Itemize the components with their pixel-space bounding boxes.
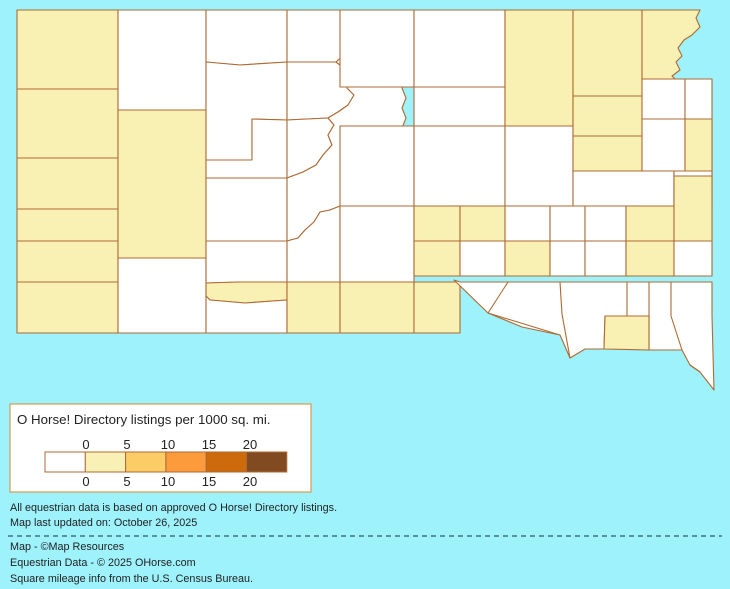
svg-text:10: 10 bbox=[161, 474, 175, 489]
svg-text:15: 15 bbox=[202, 474, 216, 489]
svg-text:Map last updated on: October 2: Map last updated on: October 26, 2025 bbox=[10, 517, 197, 529]
svg-text:20: 20 bbox=[243, 437, 257, 452]
svg-text:0: 0 bbox=[82, 474, 89, 489]
svg-text:Square mileage info from the U: Square mileage info from the U.S. Census… bbox=[10, 573, 253, 585]
svg-text:15: 15 bbox=[202, 437, 216, 452]
svg-text:10: 10 bbox=[161, 437, 175, 452]
svg-text:0: 0 bbox=[82, 437, 89, 452]
svg-text:Map - ©Map Resources: Map - ©Map Resources bbox=[10, 541, 125, 553]
svg-text:Equestrian Data - © 2025 OHors: Equestrian Data - © 2025 OHorse.com bbox=[10, 557, 196, 569]
svg-text:5: 5 bbox=[123, 437, 130, 452]
svg-text:20: 20 bbox=[243, 474, 257, 489]
svg-text:5: 5 bbox=[123, 474, 130, 489]
svg-text:O Horse! Directory listings pe: O Horse! Directory listings per 1000 sq.… bbox=[17, 412, 270, 427]
svg-text:All equestrian data is based o: All equestrian data is based on approved… bbox=[10, 502, 337, 514]
